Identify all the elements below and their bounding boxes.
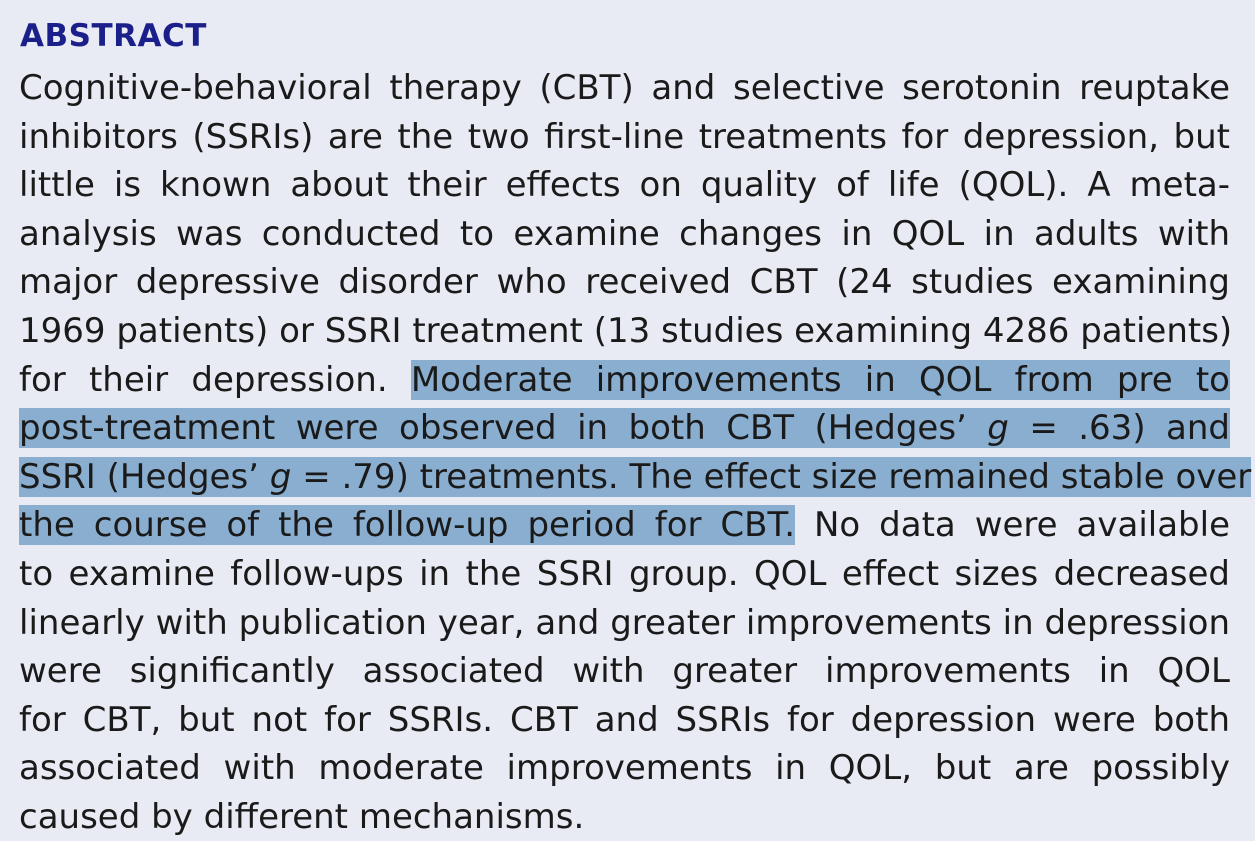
abstract-text: analysis was conducted to examine change… bbox=[19, 213, 1230, 254]
abstract-line: post-treatment were observed in both CBT… bbox=[19, 404, 1230, 452]
highlighted-text: = .79) treatments. The effect size remai… bbox=[291, 456, 1252, 497]
abstract-text: inhibitors (SSRIs) are the two first-lin… bbox=[19, 116, 1230, 157]
abstract-line: analysis was conducted to examine change… bbox=[19, 210, 1230, 258]
abstract-line: for CBT, but not for SSRIs. CBT and SSRI… bbox=[19, 696, 1230, 744]
abstract-line: inhibitors (SSRIs) are the two first-lin… bbox=[19, 113, 1230, 161]
highlighted-text: g bbox=[269, 456, 292, 497]
abstract-text: for their depression. bbox=[19, 359, 411, 400]
highlighted-text: Moderate improvements in QOL from pre to bbox=[410, 359, 1230, 400]
abstract-heading: ABSTRACT bbox=[20, 18, 207, 54]
highlighted-text: the course of the follow-up period for C… bbox=[19, 505, 796, 546]
abstract-line: caused by different mechanisms. bbox=[19, 793, 1230, 841]
abstract-text: linearly with publication year, and grea… bbox=[19, 602, 1230, 643]
abstract-text: Cognitive-behavioral therapy (CBT) and s… bbox=[19, 68, 1230, 108]
highlighted-text: post-treatment were observed in both CBT… bbox=[19, 408, 988, 449]
abstract-line: associated with moderate improvements in… bbox=[19, 744, 1230, 792]
abstract-line: major depressive disorder who received C… bbox=[19, 258, 1230, 306]
abstract-text: major depressive disorder who received C… bbox=[19, 262, 1230, 303]
abstract-line: little is known about their effects on q… bbox=[19, 161, 1230, 209]
abstract-line: the course of the follow-up period for C… bbox=[19, 501, 1230, 549]
abstract-text: little is known about their effects on q… bbox=[19, 165, 1230, 206]
abstract-line: 1969 patients) or SSRI treatment (13 stu… bbox=[19, 307, 1233, 355]
abstract-line: were significantly associated with great… bbox=[19, 647, 1230, 695]
highlighted-text: SSRI (Hedges’ bbox=[19, 456, 270, 497]
abstract-text: caused by different mechanisms. bbox=[19, 797, 585, 837]
abstract-line: Cognitive-behavioral therapy (CBT) and s… bbox=[19, 64, 1230, 112]
highlighted-text: g bbox=[987, 408, 1009, 449]
abstract-line: for their depression. Moderate improveme… bbox=[19, 356, 1230, 404]
abstract-text: were significantly associated with great… bbox=[19, 651, 1230, 692]
abstract-text: for CBT, but not for SSRIs. CBT and SSRI… bbox=[19, 699, 1230, 740]
abstract-line: SSRI (Hedges’ g = .79) treatments. The e… bbox=[19, 453, 1252, 501]
abstract-line: to examine follow-ups in the SSRI group.… bbox=[19, 550, 1230, 598]
abstract-text: to examine follow-ups in the SSRI group.… bbox=[19, 554, 1230, 594]
abstract-text: 1969 patients) or SSRI treatment (13 stu… bbox=[19, 311, 1233, 351]
highlighted-text: = .63) and bbox=[1008, 408, 1230, 449]
abstract-line: linearly with publication year, and grea… bbox=[19, 599, 1230, 647]
abstract-text: associated with moderate improvements in… bbox=[19, 748, 1230, 789]
abstract-text: No data were available bbox=[795, 505, 1230, 546]
